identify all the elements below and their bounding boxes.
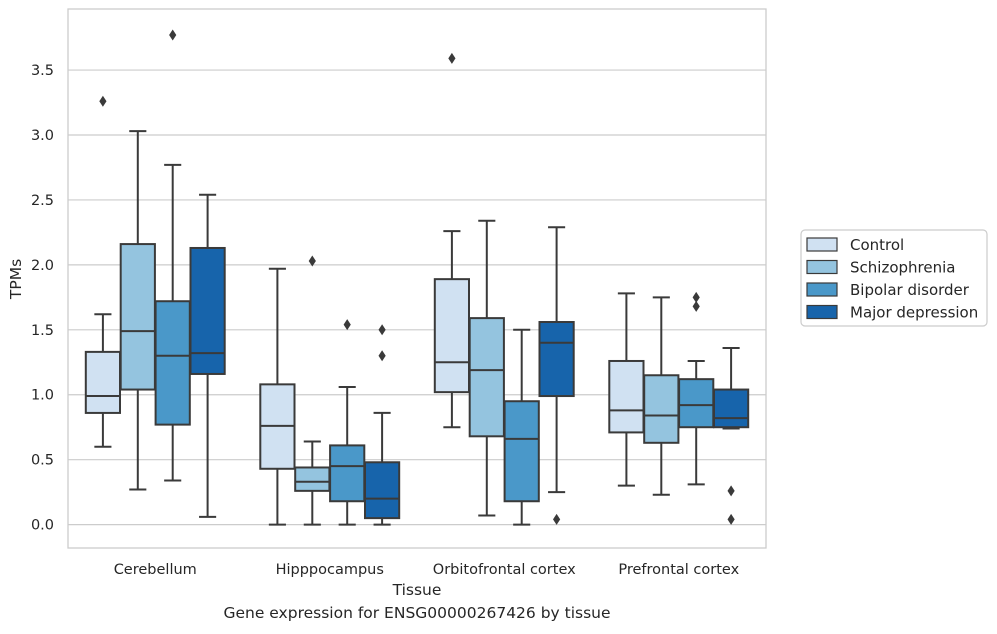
y-tick-label: 0.0 — [31, 518, 54, 534]
plot-frame — [67, 8, 767, 549]
legend-frame — [800, 229, 988, 327]
x-tick-label: Orbitofrontal cortex — [433, 562, 576, 578]
box-3-1 — [643, 296, 680, 496]
legend-label: Major depression — [850, 304, 978, 322]
box-0-0 — [84, 95, 122, 448]
legend-swatch — [806, 237, 838, 252]
outlier-marker — [169, 29, 177, 41]
box-1-2 — [329, 319, 366, 526]
iqr-box — [119, 243, 156, 391]
x-tick-label: Hipppocampus — [276, 562, 384, 578]
box-3-2 — [678, 291, 715, 486]
legend-label: Bipolar disorder — [850, 281, 970, 299]
y-tick-labels: 0.0 0.5 1.0 1.5 2.0 2.5 3.0 3.5 — [31, 63, 54, 534]
iqr-box — [189, 246, 226, 375]
legend-label: Schizophrenia — [850, 259, 955, 277]
x-tick-label: Prefrontal cortex — [618, 562, 739, 578]
iqr-box — [468, 317, 505, 438]
legend-swatch — [806, 304, 838, 320]
y-axis-label: TPMs — [7, 259, 25, 300]
outlier-marker — [308, 255, 316, 267]
outlier-marker — [692, 291, 700, 303]
box-groups — [84, 29, 750, 526]
y-tick-label: 1.5 — [31, 323, 54, 339]
box-2-3 — [538, 226, 575, 525]
box-2-1 — [468, 219, 505, 517]
y-tick-label: 3.0 — [31, 128, 54, 144]
figure-caption: Gene expression for ENSG00000267426 by t… — [223, 604, 611, 622]
box-0-1 — [119, 130, 156, 491]
outlier-marker — [692, 300, 700, 312]
iqr-box — [678, 378, 715, 429]
outlier-marker — [378, 350, 386, 362]
iqr-box — [503, 400, 540, 503]
iqr-box — [538, 321, 575, 398]
box-0-3 — [189, 193, 226, 518]
outlier-marker — [727, 513, 735, 525]
legend-swatch — [806, 259, 838, 275]
iqr-box — [329, 444, 366, 503]
outlier-marker — [727, 485, 735, 497]
box-3-3 — [712, 346, 750, 525]
y-tick-label: 2.5 — [31, 193, 54, 209]
outlier-marker — [553, 513, 561, 525]
x-axis-label: Tissue — [392, 581, 442, 599]
x-tick-label: Cerebellum — [114, 562, 197, 578]
iqr-box — [643, 374, 680, 444]
plot-background — [68, 9, 766, 548]
outlier-marker — [99, 95, 107, 107]
legend-label: Control — [850, 236, 904, 254]
iqr-box — [294, 466, 331, 492]
box-3-0 — [608, 292, 645, 487]
outlier-marker — [378, 324, 386, 336]
box-1-0 — [259, 267, 296, 526]
iqr-box — [712, 388, 750, 429]
legend-swatch — [806, 282, 838, 297]
box-1-1 — [294, 255, 331, 526]
iqr-box — [608, 359, 645, 434]
iqr-box — [363, 461, 401, 520]
y-tick-label: 3.5 — [31, 63, 54, 79]
outlier-marker — [343, 319, 351, 331]
iqr-box — [154, 300, 191, 426]
y-tick-label: 0.5 — [31, 453, 54, 469]
y-tick-label: 2.0 — [31, 258, 54, 274]
outlier-marker — [448, 52, 456, 64]
iqr-box — [433, 278, 471, 394]
legend: Control Schizophrenia Bipolar disorder Majo… — [800, 229, 988, 327]
box-2-2 — [503, 328, 540, 526]
y-tick-label: 1.0 — [31, 388, 54, 404]
iqr-box — [84, 350, 122, 414]
x-tick-labels: Cerebellum Hipppocampus Orbitofrontal cort… — [114, 562, 740, 578]
box-1-3 — [363, 324, 401, 526]
